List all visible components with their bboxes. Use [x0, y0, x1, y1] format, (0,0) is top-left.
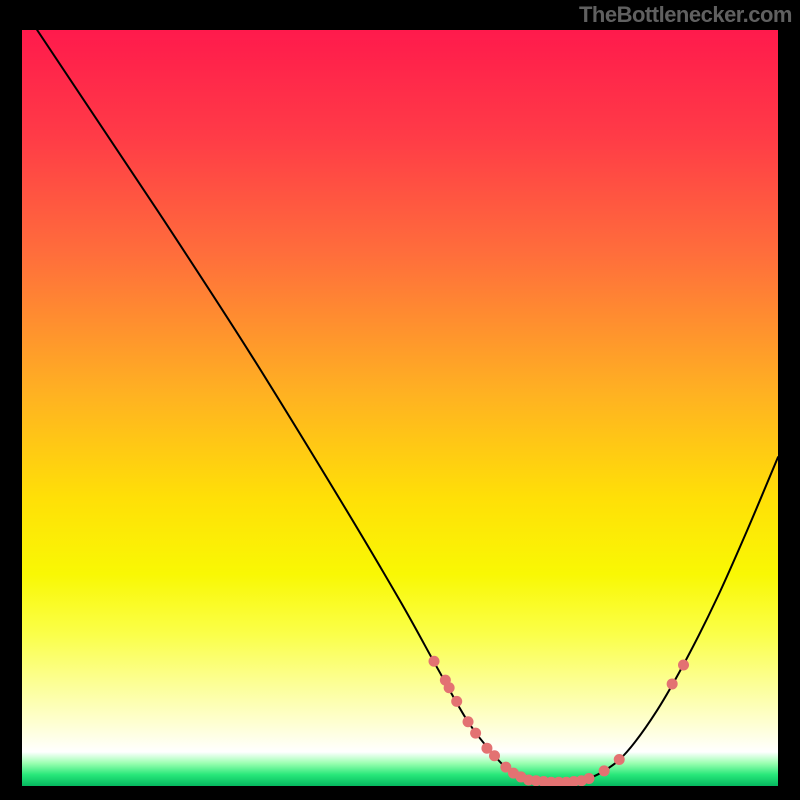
data-marker [614, 754, 625, 765]
data-marker [599, 765, 610, 776]
data-marker [667, 678, 678, 689]
attribution-text: TheBottlenecker.com [579, 2, 792, 28]
data-marker [489, 750, 500, 761]
data-marker [678, 660, 689, 671]
data-marker [584, 773, 595, 784]
data-marker [444, 682, 455, 693]
chart-container: TheBottlenecker.com [0, 0, 800, 800]
data-marker [429, 656, 440, 667]
curve-path [37, 30, 778, 782]
data-marker [451, 696, 462, 707]
bottleneck-curve [22, 30, 778, 786]
data-marker [470, 728, 481, 739]
data-marker [463, 716, 474, 727]
plot-area [22, 30, 778, 786]
